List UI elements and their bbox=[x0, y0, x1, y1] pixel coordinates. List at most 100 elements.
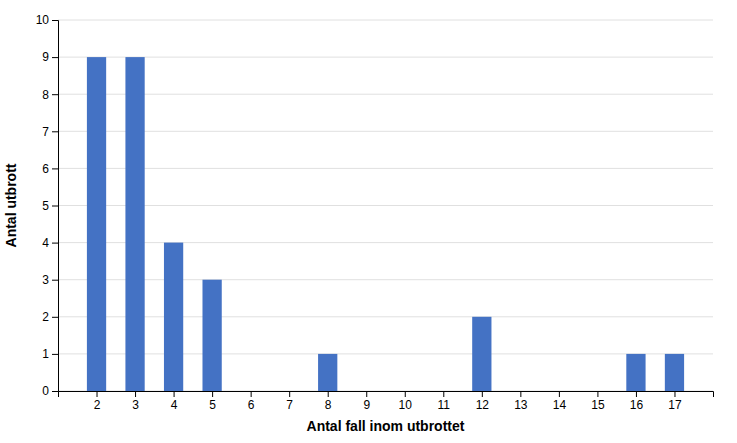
y-tick-mark bbox=[52, 168, 58, 169]
x-tick-label: 8 bbox=[325, 398, 332, 412]
y-axis-title: Antal utbrott bbox=[3, 163, 19, 247]
x-axis-line bbox=[59, 392, 714, 398]
y-tick: 3 bbox=[42, 273, 58, 287]
x-tick-label: 4 bbox=[171, 398, 178, 412]
x-tick-mark bbox=[135, 391, 136, 397]
x-tick: 13 bbox=[514, 391, 528, 412]
x-tick: 14 bbox=[553, 391, 567, 412]
chart: 234567891011121314151617012345678910Anta… bbox=[0, 0, 737, 443]
y-tick-label: 8 bbox=[42, 88, 49, 102]
x-tick-label: 10 bbox=[399, 398, 413, 412]
y-tick: 5 bbox=[42, 199, 58, 213]
x-tick-label: 17 bbox=[668, 398, 682, 412]
grid-line bbox=[58, 20, 713, 21]
y-tick-label: 1 bbox=[42, 347, 49, 361]
bar bbox=[434, 391, 453, 392]
x-tick: 8 bbox=[325, 391, 332, 412]
x-tick-label: 2 bbox=[94, 398, 101, 412]
y-tick-mark bbox=[52, 131, 58, 132]
y-tick-label: 2 bbox=[42, 310, 49, 324]
x-axis-title: Antal fall inom utbrottet bbox=[307, 418, 465, 434]
x-tick-mark bbox=[674, 391, 675, 397]
y-tick-mark bbox=[52, 57, 58, 58]
bar bbox=[280, 391, 299, 392]
x-tick-mark bbox=[636, 391, 637, 397]
bar bbox=[357, 391, 376, 392]
y-tick: 6 bbox=[42, 162, 58, 176]
x-tick: 4 bbox=[171, 391, 178, 412]
y-tick-mark bbox=[52, 391, 58, 392]
bar bbox=[588, 391, 607, 392]
bar bbox=[665, 354, 684, 391]
y-tick-label: 0 bbox=[42, 384, 49, 398]
x-tick: 6 bbox=[248, 391, 255, 412]
x-tick: 5 bbox=[209, 391, 216, 412]
x-tick-mark bbox=[366, 391, 367, 397]
x-tick: 3 bbox=[132, 391, 139, 412]
bar bbox=[472, 317, 491, 391]
grid-line bbox=[58, 353, 713, 354]
x-tick: 15 bbox=[591, 391, 605, 412]
y-tick: 1 bbox=[42, 347, 58, 361]
x-tick: 9 bbox=[363, 391, 370, 412]
grid-line bbox=[58, 279, 713, 280]
bar bbox=[164, 243, 183, 391]
grid-line bbox=[58, 168, 713, 169]
bar bbox=[626, 354, 645, 391]
y-tick-mark bbox=[52, 354, 58, 355]
x-tick-label: 5 bbox=[209, 398, 216, 412]
x-tick-mark bbox=[559, 391, 560, 397]
grid-line bbox=[58, 205, 713, 206]
y-axis-line bbox=[52, 21, 59, 392]
y-tick-label: 5 bbox=[42, 199, 49, 213]
bar bbox=[241, 391, 260, 392]
x-tick: 2 bbox=[94, 391, 101, 412]
y-tick-mark bbox=[52, 206, 58, 207]
x-tick-label: 11 bbox=[438, 398, 451, 412]
grid bbox=[58, 20, 713, 391]
x-tick-label: 15 bbox=[591, 398, 605, 412]
x-tick: 11 bbox=[438, 391, 451, 412]
plot: 234567891011121314151617012345678910 bbox=[36, 13, 714, 411]
x-tick-mark bbox=[289, 391, 290, 397]
x-tick-label: 16 bbox=[630, 398, 644, 412]
bar bbox=[202, 280, 221, 391]
bar bbox=[87, 57, 106, 391]
y-tick-mark bbox=[52, 94, 58, 95]
x-tick: 12 bbox=[476, 391, 490, 412]
grid-line bbox=[58, 94, 713, 95]
y-tick-label: 3 bbox=[42, 273, 49, 287]
y-tick-label: 4 bbox=[42, 236, 49, 250]
grid-line bbox=[58, 57, 713, 58]
y-tick-mark bbox=[52, 243, 58, 244]
bar bbox=[318, 354, 337, 391]
x-tick-mark bbox=[597, 391, 598, 397]
bar bbox=[549, 391, 568, 392]
bar bbox=[125, 57, 144, 391]
y-tick: 8 bbox=[42, 88, 58, 102]
y-axis: 012345678910 bbox=[36, 13, 59, 398]
x-tick-mark bbox=[443, 391, 444, 397]
x-tick-label: 13 bbox=[514, 398, 528, 412]
y-tick-label: 6 bbox=[42, 162, 49, 176]
y-tick-label: 9 bbox=[42, 50, 49, 64]
y-tick: 0 bbox=[42, 384, 58, 398]
x-tick-label: 7 bbox=[286, 398, 293, 412]
x-tick-label: 3 bbox=[132, 398, 139, 412]
y-tick-mark bbox=[52, 317, 58, 318]
x-tick-mark bbox=[212, 391, 213, 397]
y-tick-label: 10 bbox=[36, 13, 50, 27]
x-tick-mark bbox=[97, 391, 98, 397]
x-tick-label: 6 bbox=[248, 398, 255, 412]
x-tick: 17 bbox=[668, 391, 682, 412]
grid-line bbox=[58, 131, 713, 132]
x-tick-mark bbox=[251, 391, 252, 397]
x-tick-mark bbox=[405, 391, 406, 397]
x-axis: 2 3 4 5 6 7 8 9 10 11 12 13 14 15 16 17 bbox=[59, 391, 714, 412]
y-tick: 2 bbox=[42, 310, 58, 324]
bars bbox=[87, 57, 684, 391]
y-tick: 10 bbox=[36, 13, 58, 27]
x-tick-mark bbox=[328, 391, 329, 397]
x-tick: 10 bbox=[399, 391, 413, 412]
bar bbox=[511, 391, 530, 392]
